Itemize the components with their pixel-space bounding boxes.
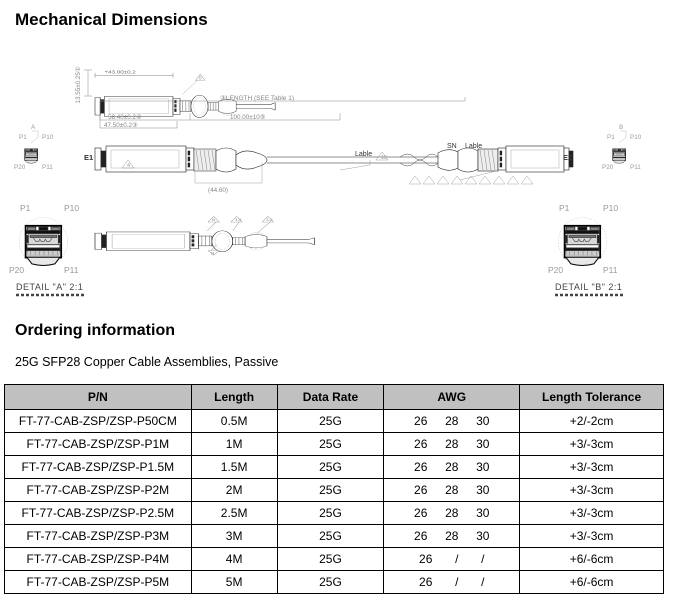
svg-text:P20: P20 — [548, 265, 563, 275]
svg-text:A: A — [31, 124, 36, 131]
svg-text:P10: P10 — [42, 134, 54, 141]
svg-text:(44.60): (44.60) — [208, 187, 228, 194]
svg-text:100.00±10⑤: 100.00±10⑤ — [230, 114, 265, 121]
svg-text:B: B — [619, 124, 623, 131]
svg-text:E1: E1 — [84, 153, 93, 162]
svg-text:P20: P20 — [14, 164, 26, 171]
svg-text:P10: P10 — [603, 203, 618, 213]
svg-text:DETAIL "A" 2:1: DETAIL "A" 2:1 — [16, 282, 83, 292]
svg-text:P11: P11 — [603, 265, 618, 275]
svg-text:P20: P20 — [9, 265, 24, 275]
svg-text:P20: P20 — [602, 164, 614, 171]
svg-text:P11: P11 — [630, 164, 641, 171]
svg-text:15: 15 — [381, 155, 387, 161]
svg-text:13.55±0.25①: 13.55±0.25① — [75, 66, 82, 103]
svg-text:P10: P10 — [64, 203, 79, 213]
svg-text:P1: P1 — [559, 203, 570, 213]
svg-text:P11: P11 — [64, 265, 79, 275]
svg-text:13: 13 — [235, 218, 242, 222]
svg-text:⑂43.00±0.2: ⑂43.00±0.2 — [104, 70, 135, 75]
svg-text:47.50±0.2③: 47.50±0.2③ — [104, 122, 138, 129]
svg-text:P1: P1 — [607, 134, 615, 141]
svg-text:P1: P1 — [20, 203, 31, 213]
svg-text:SN: SN — [447, 143, 457, 150]
svg-text:DETAIL "B" 2:1: DETAIL "B" 2:1 — [555, 282, 622, 292]
svg-text:E2: E2 — [563, 153, 572, 162]
svg-text:8: 8 — [212, 218, 216, 222]
svg-text:5: 5 — [199, 76, 202, 81]
svg-text:P1: P1 — [19, 134, 27, 141]
svg-text:12: 12 — [266, 218, 273, 222]
svg-text:8: 8 — [211, 252, 215, 256]
svg-text:P10: P10 — [630, 134, 642, 141]
svg-text:58.40±0.2④: 58.40±0.2④ — [108, 114, 142, 121]
svg-text:4: 4 — [127, 163, 130, 169]
svg-text:P11: P11 — [42, 164, 53, 171]
svg-text:Lable: Lable — [355, 151, 372, 158]
svg-text:③LENGTH (SEE Table 1): ③LENGTH (SEE Table 1) — [220, 94, 294, 102]
